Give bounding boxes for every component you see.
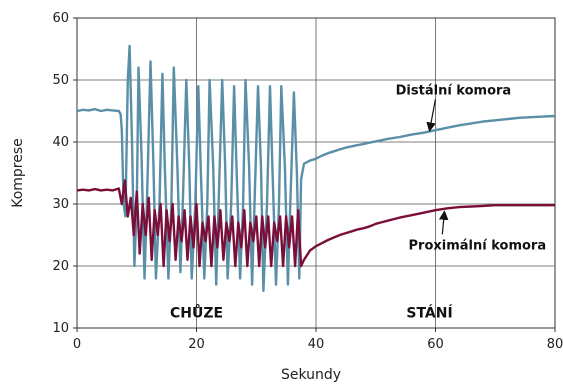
phase-label-walking: CHŮZE (170, 304, 223, 322)
annotation-distal: Distální komora (396, 83, 512, 98)
plot-area: 10 20 30 40 50 60 0 20 40 60 80 Sekundy Komprese CHŮZ… (10, 11, 563, 383)
x-tick-label: 40 (308, 337, 325, 352)
x-tick-label: 80 (547, 337, 563, 352)
y-tick-label: 60 (52, 11, 69, 26)
y-tick-label: 10 (52, 321, 69, 336)
x-tick-label: 0 (73, 337, 81, 352)
y-tick-label: 20 (52, 259, 69, 274)
series-line-distal (76, 44, 556, 292)
x-tick-label: 60 (427, 337, 444, 352)
x-axis-title: Sekundy (281, 367, 341, 383)
y-tick-label: 40 (52, 135, 69, 150)
annotation-arrow-proximal (438, 210, 449, 235)
series-line-proximal (76, 179, 555, 268)
x-tick-label: 20 (188, 337, 205, 352)
y-tick-label: 30 (52, 197, 69, 212)
y-tick-label: 50 (52, 73, 69, 88)
phase-label-standing: STÁNÍ (406, 305, 452, 322)
y-axis-title: Komprese (10, 138, 26, 208)
annotation-proximal: Proximální komora (409, 238, 547, 253)
annotation-arrow-distal (426, 99, 437, 133)
